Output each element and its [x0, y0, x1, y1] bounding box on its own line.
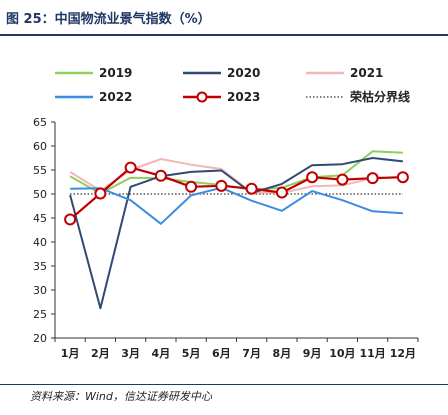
y-tick-label: 25 — [33, 308, 47, 321]
y-tick-label: 20 — [33, 332, 47, 345]
x-tick-label: 10月 — [329, 347, 355, 360]
series-line-2020 — [69, 157, 404, 310]
legend-label-2023: 2023 — [227, 90, 260, 104]
legend-label-2020: 2020 — [227, 66, 260, 80]
line-chart: 2019 2020 2021 2022 2023 荣枯分界线 20 25 30 35 40 45 50… — [33, 66, 419, 360]
title-divider — [0, 34, 448, 36]
series-point-2023 — [154, 169, 167, 182]
source-divider — [0, 384, 448, 385]
x-tick-label: 2月 — [91, 347, 110, 360]
legend-label-2022: 2022 — [99, 90, 132, 104]
y-tick-label: 65 — [33, 116, 47, 129]
y-tick-label: 30 — [33, 284, 47, 297]
y-tick-label: 35 — [33, 260, 47, 273]
y-tick-label: 45 — [33, 212, 47, 225]
x-tick-label: 1月 — [61, 347, 80, 360]
legend-label-荣枯分界线: 荣枯分界线 — [349, 89, 410, 104]
x-tick-label: 7月 — [242, 347, 261, 360]
y-tick-label: 55 — [33, 164, 47, 177]
source-note: 资料来源：Wind，信达证券研发中心 — [30, 390, 212, 403]
x-tick-label: 12月 — [390, 347, 416, 360]
series-point-2023 — [64, 213, 77, 226]
legend-label-2019: 2019 — [99, 66, 132, 80]
series-point-2023 — [215, 179, 228, 192]
x-tick-label: 8月 — [273, 347, 292, 360]
chart-title: 图 25：中国物流业景气指数（%） — [6, 12, 211, 27]
series-point-2023 — [306, 171, 319, 184]
legend-marker-2023 — [196, 91, 208, 103]
series-line-2022 — [70, 186, 403, 225]
x-tick-label: 6月 — [212, 347, 231, 360]
y-tick-label: 50 — [33, 188, 47, 201]
legend-label-2021: 2021 — [350, 66, 383, 80]
x-tick-label: 5月 — [182, 347, 201, 360]
plot-area — [64, 150, 409, 310]
series-point-2023 — [185, 180, 198, 193]
series-point-2023 — [275, 186, 288, 199]
legend: 2019 2020 2021 2022 2023 荣枯分界线 — [55, 66, 410, 104]
x-tick-label: 4月 — [152, 347, 171, 360]
x-tick-label: 11月 — [359, 347, 385, 360]
x-tick-label: 9月 — [303, 347, 322, 360]
series-point-2023 — [336, 173, 349, 186]
series-point-2023 — [366, 172, 379, 185]
y-tick-label: 60 — [33, 140, 47, 153]
y-tick-label: 40 — [33, 236, 47, 249]
x-tick-label: 3月 — [121, 347, 140, 360]
axes: 20 25 30 35 40 45 50 55 60 65 1月 2月 3月 4月 5月 6月 7月 8月 9月 10… — [33, 116, 419, 360]
series-point-2023 — [245, 182, 258, 195]
series-point-2023 — [94, 187, 107, 200]
series-point-2023 — [124, 161, 137, 174]
series-point-2023 — [396, 171, 409, 184]
